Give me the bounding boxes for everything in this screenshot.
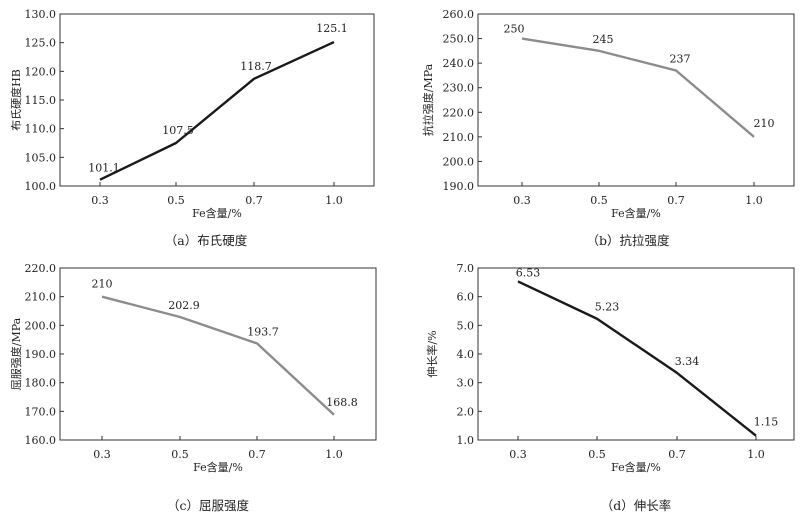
panel-b-data-label: 250 — [504, 23, 525, 36]
panel-d-data-label: 5.23 — [595, 301, 620, 314]
panel-d-data-label: 3.34 — [675, 355, 700, 368]
panel-d-series-line — [517, 280, 757, 437]
panel-b-xtick-label: 1.0 — [745, 194, 763, 207]
panel-d-data-label: 1.15 — [754, 416, 779, 429]
panel-b-ytick-label: 220.0 — [443, 106, 475, 119]
panel-c-ytick-label: 180.0 — [25, 377, 57, 390]
panel-c-caption: （c）屈服强度 — [167, 498, 250, 513]
panel-b-ytick-label: 260.0 — [443, 8, 475, 21]
panel-c-ylabel: 屈服强度/MPa — [9, 317, 23, 390]
panel-b-xtick-label: 0.5 — [590, 194, 608, 207]
panel-c-data-label: 168.8 — [326, 396, 358, 409]
panel-c-data-label: 210 — [92, 278, 113, 291]
panel-b-xlabel: Fe含量/% — [611, 206, 661, 220]
panel-c-xlabel: Fe含量/% — [193, 460, 243, 474]
panel-b: 抗拉强度/MPa Fe含量/% （b）抗拉强度 — [421, 13, 795, 248]
panel-a-ytick-label: 120.0 — [25, 65, 57, 78]
panel-c-ytick-label: 160.0 — [25, 434, 57, 447]
panel-a-ytick-label: 130.0 — [25, 8, 57, 21]
panel-b-ytick-label: 230.0 — [443, 82, 475, 95]
panel-d-xtick-label: 0.5 — [588, 448, 606, 461]
panel-c-ytick-label: 200.0 — [25, 319, 57, 332]
panel-b-ytick-label: 200.0 — [443, 155, 475, 168]
panel-c-xtick-label: 0.3 — [93, 448, 111, 461]
panel-c-xtick-label: 0.5 — [171, 448, 189, 461]
panel-c-ytick-label: 220.0 — [25, 262, 57, 275]
panel-d-ytick-label: 6.0 — [457, 291, 475, 304]
panel-a-ylabel: 布氏硬度HB — [9, 69, 23, 131]
panel-a-xtick-label: 0.3 — [91, 194, 109, 207]
panel-d: 伸长率/% Fe含量/% （d）伸长率 — [425, 267, 795, 513]
panel-d-ytick-label: 3.0 — [457, 377, 475, 390]
panel-c-xtick-label: 0.7 — [248, 448, 266, 461]
panel-d-ytick-label: 5.0 — [457, 319, 475, 332]
panel-c-data-label: 193.7 — [247, 325, 279, 338]
panel-a-ytick-label: 110.0 — [25, 123, 57, 136]
panel-d-data-label: 6.53 — [516, 266, 541, 279]
panel-d-ytick-label: 4.0 — [457, 348, 475, 361]
panel-a-ytick-label: 115.0 — [25, 94, 57, 107]
panel-a-plot-frame — [59, 13, 375, 187]
panel-b-data-label: 210 — [754, 117, 775, 130]
panel-c: 屈服强度/MPa Fe含量/% （c）屈服强度 — [9, 267, 377, 513]
panel-a-xlabel: Fe含量/% — [192, 206, 242, 220]
panel-d-ytick-label: 7.0 — [457, 262, 475, 275]
panel-a-xtick-label: 1.0 — [325, 194, 343, 207]
panel-b-plot: 190.0 200.0 210.0 220.0 230.0 240.0 250.0 260.0… — [443, 8, 775, 207]
panel-c-xtick-label: 1.0 — [325, 448, 343, 461]
panel-a-ytick-label: 100.0 — [25, 180, 57, 193]
panel-b-ylabel: 抗拉强度/MPa — [421, 63, 435, 136]
panel-a-xtick-label: 0.7 — [245, 194, 263, 207]
panel-d-xlabel: Fe含量/% — [611, 460, 661, 474]
panel-b-xtick-label: 0.7 — [667, 194, 685, 207]
panel-b-ytick-label: 240.0 — [443, 57, 475, 70]
panel-a-data-label: 107.5 — [162, 124, 194, 137]
panel-a: 布氏硬度HB Fe含量/% （a）布氏硬度 — [9, 13, 375, 248]
panel-c-ytick-label: 210.0 — [25, 291, 57, 304]
panel-d-xtick-label: 0.3 — [509, 448, 527, 461]
panel-a-ytick-label: 125.0 — [25, 37, 57, 50]
panel-d-ylabel: 伸长率/% — [425, 330, 439, 377]
panel-d-plot-frame — [477, 267, 795, 441]
panel-d-xtick-label: 1.0 — [747, 448, 765, 461]
panel-b-series-line — [521, 37, 755, 138]
panel-d-plot: 1.0 2.0 3.0 4.0 5.0 6.0 7.0 0.3 0.5 0.7 1.0 6.53 5.2… — [457, 262, 779, 461]
panel-d-caption: （d）伸长率 — [601, 498, 672, 513]
panel-b-xtick-label: 0.3 — [513, 194, 531, 207]
panel-a-series-line — [99, 41, 335, 181]
panel-c-data-label: 202.9 — [168, 299, 200, 312]
panel-a-caption: （a）布氏硬度 — [165, 233, 248, 248]
panel-b-ytick-label: 210.0 — [443, 131, 475, 144]
panel-c-plot-frame — [59, 267, 377, 441]
panel-a-data-label: 125.1 — [316, 22, 348, 35]
panel-b-data-label: 237 — [670, 53, 691, 66]
panel-a-ytick-label: 105.0 — [25, 151, 57, 164]
panel-d-ytick-label: 1.0 — [457, 434, 475, 447]
panel-d-xtick-label: 0.7 — [668, 448, 686, 461]
panel-c-ytick-label: 190.0 — [25, 348, 57, 361]
panel-a-plot: 100.0 105.0 110.0 115.0 120.0 125.0 130.0 0.3 0.… — [25, 8, 348, 207]
panel-b-ytick-label: 190.0 — [443, 180, 475, 193]
panel-c-ytick-label: 170.0 — [25, 405, 57, 418]
panel-b-ytick-label: 250.0 — [443, 33, 475, 46]
panel-b-plot-frame — [477, 13, 795, 187]
panel-c-plot: 160.0 170.0 180.0 190.0 200.0 210.0 220.0 0.3 0.… — [25, 262, 358, 461]
panel-a-data-label: 101.1 — [88, 162, 120, 175]
panel-a-xtick-label: 0.5 — [167, 194, 185, 207]
panel-c-series-line — [101, 295, 335, 416]
panel-a-data-label: 118.7 — [240, 60, 272, 73]
panel-d-ytick-label: 2.0 — [457, 405, 475, 418]
panel-b-data-label: 245 — [593, 33, 614, 46]
panel-b-caption: （b）抗拉强度 — [586, 233, 670, 248]
